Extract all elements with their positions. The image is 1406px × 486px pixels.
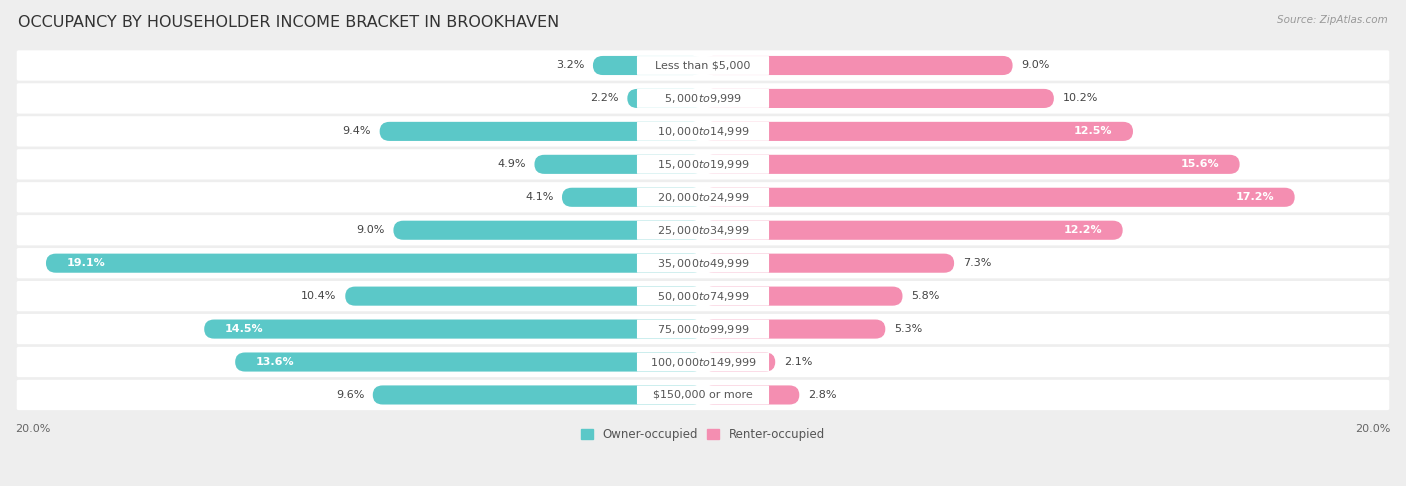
Text: 10.4%: 10.4%	[301, 291, 336, 301]
Text: 9.0%: 9.0%	[1021, 60, 1049, 70]
FancyBboxPatch shape	[703, 155, 1240, 174]
FancyBboxPatch shape	[204, 319, 703, 339]
FancyBboxPatch shape	[637, 352, 769, 371]
Text: 3.2%: 3.2%	[555, 60, 585, 70]
Text: 14.5%: 14.5%	[225, 324, 263, 334]
FancyBboxPatch shape	[637, 221, 769, 240]
Text: $100,000 to $149,999: $100,000 to $149,999	[650, 356, 756, 368]
Text: $25,000 to $34,999: $25,000 to $34,999	[657, 224, 749, 237]
FancyBboxPatch shape	[346, 287, 703, 306]
FancyBboxPatch shape	[17, 347, 1389, 377]
Text: OCCUPANCY BY HOUSEHOLDER INCOME BRACKET IN BROOKHAVEN: OCCUPANCY BY HOUSEHOLDER INCOME BRACKET …	[18, 15, 560, 30]
Text: 17.2%: 17.2%	[1236, 192, 1274, 202]
FancyBboxPatch shape	[637, 122, 769, 141]
Text: 2.1%: 2.1%	[783, 357, 813, 367]
FancyBboxPatch shape	[627, 89, 703, 108]
Text: $10,000 to $14,999: $10,000 to $14,999	[657, 125, 749, 138]
Text: $75,000 to $99,999: $75,000 to $99,999	[657, 323, 749, 335]
Text: 15.6%: 15.6%	[1181, 159, 1219, 169]
FancyBboxPatch shape	[17, 281, 1389, 311]
Text: $15,000 to $19,999: $15,000 to $19,999	[657, 158, 749, 171]
Text: $35,000 to $49,999: $35,000 to $49,999	[657, 257, 749, 270]
FancyBboxPatch shape	[637, 320, 769, 339]
Text: $150,000 or more: $150,000 or more	[654, 390, 752, 400]
Text: Source: ZipAtlas.com: Source: ZipAtlas.com	[1277, 15, 1388, 25]
FancyBboxPatch shape	[235, 352, 703, 372]
FancyBboxPatch shape	[703, 352, 775, 372]
Text: 12.5%: 12.5%	[1074, 126, 1112, 137]
FancyBboxPatch shape	[637, 56, 769, 75]
FancyBboxPatch shape	[637, 155, 769, 174]
Text: 9.4%: 9.4%	[343, 126, 371, 137]
Text: 9.6%: 9.6%	[336, 390, 364, 400]
FancyBboxPatch shape	[46, 254, 703, 273]
Text: 4.9%: 4.9%	[498, 159, 526, 169]
FancyBboxPatch shape	[17, 83, 1389, 114]
FancyBboxPatch shape	[17, 380, 1389, 410]
Text: 5.8%: 5.8%	[911, 291, 939, 301]
FancyBboxPatch shape	[637, 385, 769, 404]
Text: 12.2%: 12.2%	[1063, 225, 1102, 235]
FancyBboxPatch shape	[703, 385, 800, 404]
Text: $50,000 to $74,999: $50,000 to $74,999	[657, 290, 749, 303]
FancyBboxPatch shape	[17, 215, 1389, 245]
Text: Less than $5,000: Less than $5,000	[655, 60, 751, 70]
FancyBboxPatch shape	[703, 122, 1133, 141]
Text: 7.3%: 7.3%	[963, 258, 991, 268]
FancyBboxPatch shape	[637, 287, 769, 306]
FancyBboxPatch shape	[17, 248, 1389, 278]
Legend: Owner-occupied, Renter-occupied: Owner-occupied, Renter-occupied	[576, 423, 830, 445]
Text: 5.3%: 5.3%	[894, 324, 922, 334]
Text: 10.2%: 10.2%	[1063, 93, 1098, 104]
FancyBboxPatch shape	[703, 287, 903, 306]
FancyBboxPatch shape	[637, 188, 769, 207]
FancyBboxPatch shape	[703, 89, 1054, 108]
Text: 13.6%: 13.6%	[256, 357, 294, 367]
FancyBboxPatch shape	[703, 319, 886, 339]
FancyBboxPatch shape	[637, 89, 769, 108]
Text: 20.0%: 20.0%	[1355, 424, 1391, 434]
Text: 9.0%: 9.0%	[357, 225, 385, 235]
FancyBboxPatch shape	[703, 221, 1122, 240]
Text: 2.2%: 2.2%	[591, 93, 619, 104]
FancyBboxPatch shape	[703, 56, 1012, 75]
FancyBboxPatch shape	[593, 56, 703, 75]
FancyBboxPatch shape	[17, 149, 1389, 179]
Text: 19.1%: 19.1%	[66, 258, 105, 268]
Text: $5,000 to $9,999: $5,000 to $9,999	[664, 92, 742, 105]
FancyBboxPatch shape	[394, 221, 703, 240]
Text: 4.1%: 4.1%	[524, 192, 554, 202]
FancyBboxPatch shape	[562, 188, 703, 207]
FancyBboxPatch shape	[373, 385, 703, 404]
FancyBboxPatch shape	[17, 116, 1389, 147]
FancyBboxPatch shape	[703, 188, 1295, 207]
FancyBboxPatch shape	[534, 155, 703, 174]
FancyBboxPatch shape	[637, 254, 769, 273]
FancyBboxPatch shape	[17, 182, 1389, 212]
Text: $20,000 to $24,999: $20,000 to $24,999	[657, 191, 749, 204]
FancyBboxPatch shape	[380, 122, 703, 141]
FancyBboxPatch shape	[17, 51, 1389, 81]
Text: 20.0%: 20.0%	[15, 424, 51, 434]
FancyBboxPatch shape	[17, 314, 1389, 344]
Text: 2.8%: 2.8%	[808, 390, 837, 400]
FancyBboxPatch shape	[703, 254, 955, 273]
